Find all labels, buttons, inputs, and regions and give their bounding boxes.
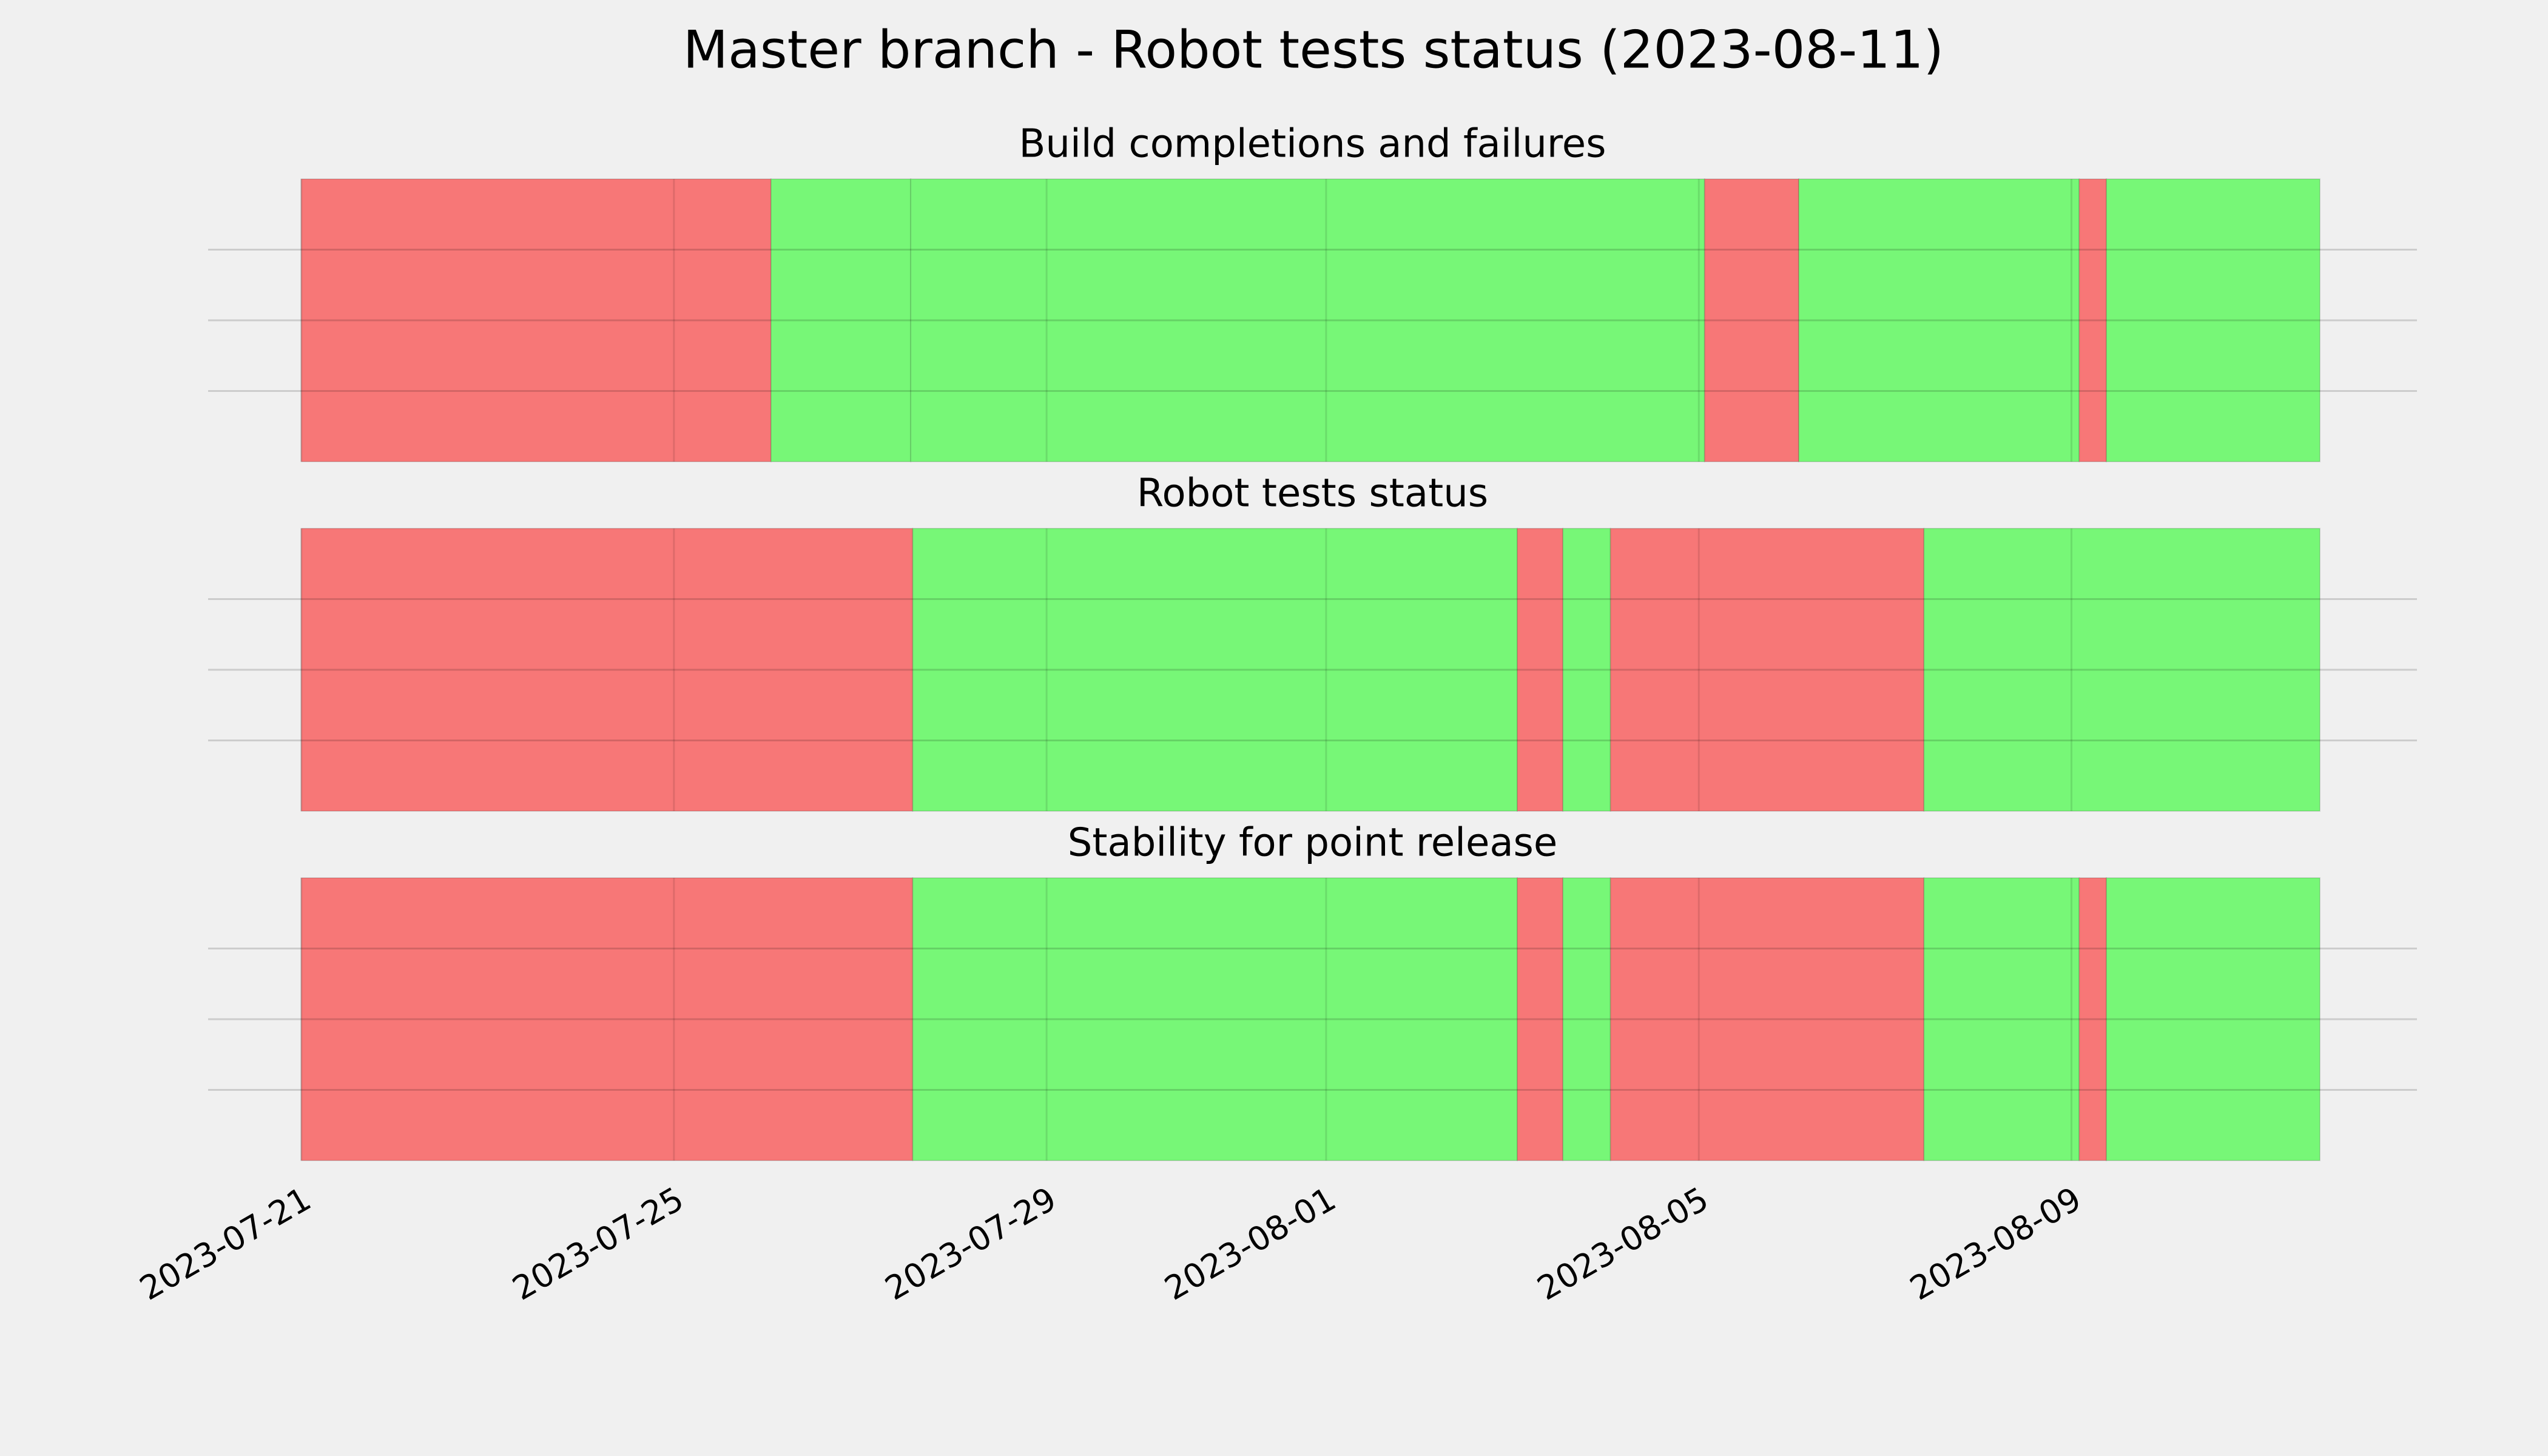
status-span <box>1923 877 2080 1161</box>
status-span <box>2106 877 2321 1161</box>
status-span <box>1562 528 1611 812</box>
status-span <box>1562 877 1611 1161</box>
status-span <box>1517 528 1564 812</box>
status-span <box>1704 178 1799 462</box>
status-span <box>2078 877 2108 1161</box>
subplot-title: Build completions and failures <box>1019 122 1606 167</box>
subplot-title: Robot tests status <box>1137 471 1488 516</box>
status-span <box>2078 178 2108 462</box>
status-span <box>2106 178 2321 462</box>
status-span <box>770 178 912 462</box>
status-span <box>300 178 772 462</box>
status-span <box>1609 528 1925 812</box>
status-span <box>910 178 1705 462</box>
status-span <box>912 528 1518 812</box>
status-span <box>300 877 914 1161</box>
subplot-title: Stability for point release <box>1068 821 1558 866</box>
status-span <box>300 528 914 812</box>
status-span <box>1798 178 2080 462</box>
figure-title: Master branch - Robot tests status (2023… <box>683 19 1944 80</box>
status-span <box>1609 877 1925 1161</box>
status-span <box>912 877 1518 1161</box>
status-span <box>1923 528 2321 812</box>
status-span <box>1517 877 1564 1161</box>
